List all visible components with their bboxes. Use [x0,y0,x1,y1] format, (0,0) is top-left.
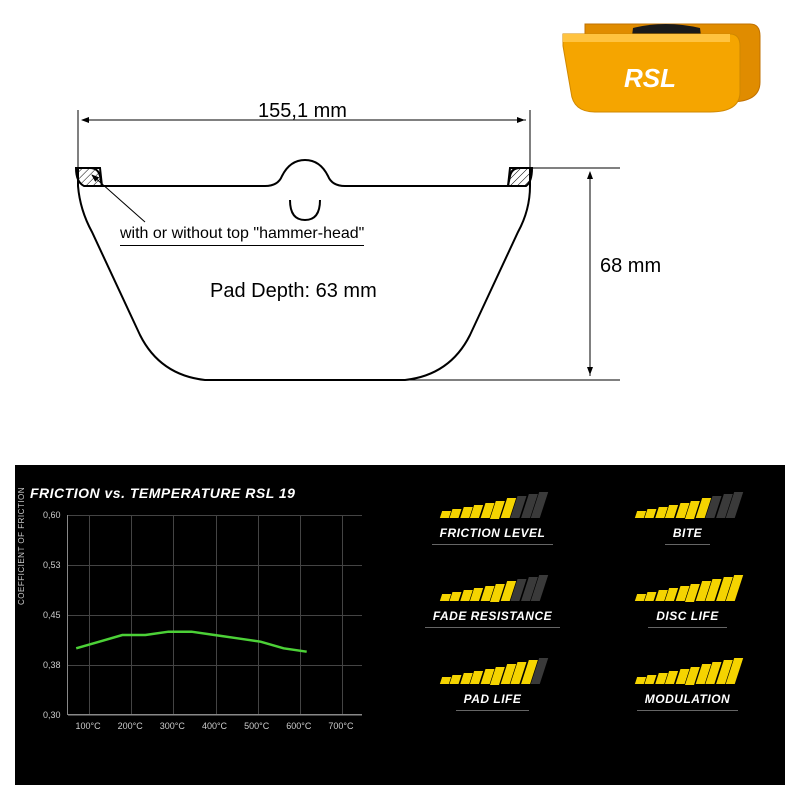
rating-modulation: MODULATION [600,656,775,711]
brand-logo: RSL [624,63,676,93]
pad-depth-label: Pad Depth: 63 mm [210,280,377,303]
x-tick: 200°C [118,721,143,731]
rating-label: DISC LIFE [648,609,727,628]
rating-disc-life: DISC LIFE [600,573,775,628]
x-tick: 700°C [328,721,353,731]
rating-label: MODULATION [637,692,738,711]
rating-bars [600,656,775,684]
x-tick: 300°C [160,721,185,731]
x-tick: 100°C [76,721,101,731]
pad-diagram: 155,1 mm 68 mm with or without top "hamm… [30,100,730,430]
y-tick: 0,45 [43,610,61,620]
y-tick: 0,60 [43,510,61,520]
friction-chart: COEFFICIENT OF FRICTION 0,600,530,450,38… [25,515,365,755]
x-tick: 500°C [244,721,269,731]
rating-bite: BITE [600,490,775,545]
y-tick: 0,30 [43,710,61,720]
rating-label: FADE RESISTANCE [425,609,560,628]
y-tick: 0,53 [43,560,61,570]
rating-bars [600,490,775,518]
hammerhead-callout: with or without top "hammer-head" [120,225,364,246]
rating-bars [405,490,580,518]
rating-bars [405,656,580,684]
width-dimension: 155,1 mm [75,100,530,123]
ratings-grid: FRICTION LEVEL BITE FADE RESISTANCE DISC LI… [405,490,775,711]
rating-label: PAD LIFE [456,692,530,711]
rating-fade-resistance: FADE RESISTANCE [405,573,580,628]
height-dimension: 68 mm [600,255,661,278]
technical-drawing-section: RSL [0,0,800,450]
rating-bars [405,573,580,601]
y-tick: 0,38 [43,660,61,670]
y-axis-label: COEFFICIENT OF FRICTION [17,487,26,605]
friction-curve [76,632,307,652]
rating-friction-level: FRICTION LEVEL [405,490,580,545]
rating-pad-life: PAD LIFE [405,656,580,711]
rating-label: FRICTION LEVEL [432,526,554,545]
x-tick: 600°C [286,721,311,731]
rating-bars [600,573,775,601]
performance-panel: FRICTION vs. TEMPERATURE RSL 19 COEFFICI… [15,465,785,785]
x-tick: 400°C [202,721,227,731]
rating-label: BITE [665,526,710,545]
